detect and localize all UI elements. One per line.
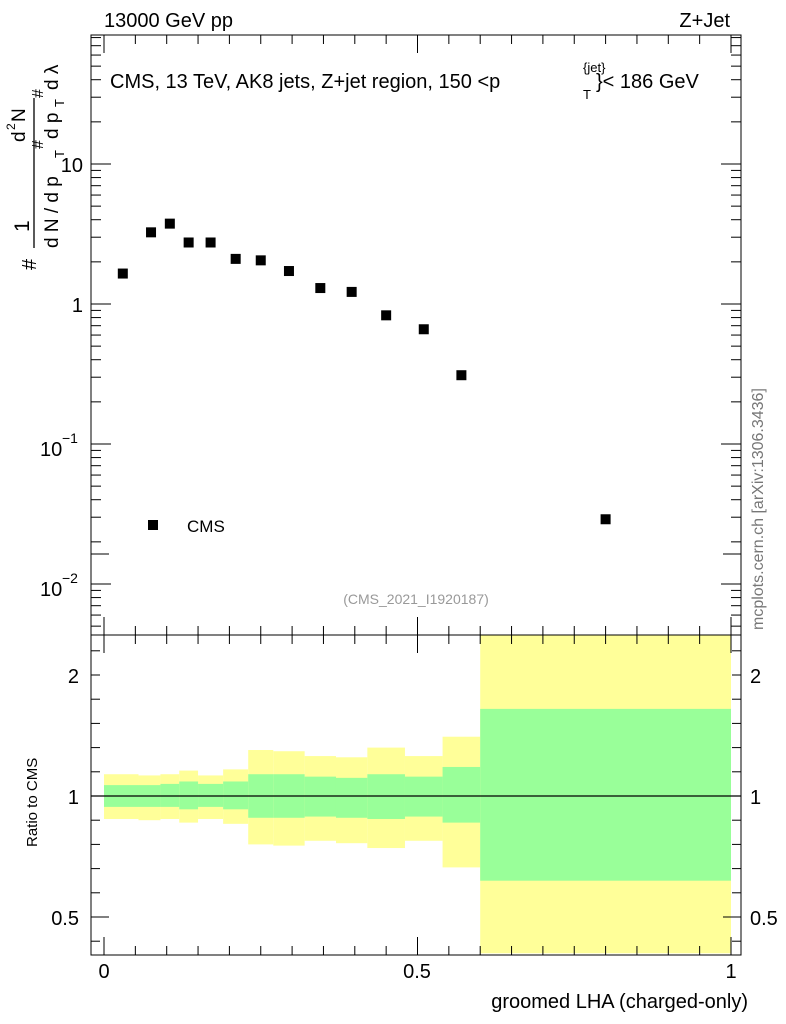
ytick-1e-1-exp: −1 (62, 430, 78, 446)
xtick-1: 1 (725, 961, 736, 983)
ylabel-dn-dpt: d N / d p (42, 176, 63, 248)
stat-uncertainty-band (179, 781, 199, 810)
data-point (183, 237, 194, 248)
stat-uncertainty-band (367, 774, 405, 819)
main-title: CMS, 13 TeV, AK8 jets, Z+jet region, 150… (110, 60, 700, 102)
ytick-10: 10 (61, 155, 83, 177)
legend: CMS (148, 517, 225, 536)
main-ylabel: # 1 d N / d p T # d 2 N d p T # d λ (4, 64, 67, 270)
data-point (418, 324, 429, 335)
stat-uncertainty-band (404, 776, 443, 817)
data-point (600, 514, 611, 525)
ytick-1e-2-base: 10 (40, 579, 62, 601)
xtick-0: 0 (98, 961, 109, 983)
ratio-panel-frame (90, 634, 742, 956)
ylabel-d: d (9, 131, 30, 142)
ytick-1e-2-exp: −2 (62, 570, 78, 586)
xtick-0.5: 0.5 (403, 961, 431, 983)
x-axis-title: groomed LHA (charged-only) (491, 991, 748, 1013)
stat-uncertainty-band (480, 708, 731, 881)
ylabel-n: N (9, 108, 30, 122)
stat-uncertainty-band (198, 783, 224, 807)
ratio-ytick-2-right: 2 (750, 666, 761, 688)
ylabel-dlambda: d λ (42, 64, 63, 90)
data-point (164, 218, 175, 229)
main-title-tail: }< 186 GeV (596, 71, 700, 93)
legend-marker (148, 520, 158, 530)
data-point (456, 370, 467, 381)
ylabel-sub-t-2: T (52, 99, 67, 107)
data-point (255, 255, 266, 266)
main-title-text: CMS, 13 TeV, AK8 jets, Z+jet region, 150… (110, 71, 500, 93)
ratio-ytick-0.5: 0.5 (51, 908, 79, 930)
ylabel-hash-3: # (30, 89, 47, 98)
ylabel-dp: d p (42, 113, 63, 139)
main-title-sub: T (583, 87, 591, 102)
ytick-1: 1 (72, 295, 83, 317)
stat-uncertainty-band (335, 777, 368, 818)
side-label: mcplots.cern.ch [arXiv:1306.3436] (750, 388, 767, 630)
stat-uncertainty-band (442, 766, 481, 823)
ytick-1e-2: 10 −2 (40, 570, 78, 601)
main-ticks (91, 35, 741, 635)
ylabel-one: 1 (11, 220, 34, 232)
ylabel-hash-1: # (19, 258, 41, 270)
data-point (146, 227, 157, 238)
ytick-1e-1-base: 10 (40, 439, 62, 461)
ratio-ticks (91, 553, 741, 955)
ylabel-sup-2: 2 (4, 123, 18, 130)
main-title-sup: {jet} (583, 60, 606, 75)
ylabel-sub-t-1: T (52, 150, 67, 158)
main-panel-frame (90, 34, 742, 636)
ratio-ytick-2: 2 (68, 666, 79, 688)
stat-uncertainty-band (160, 783, 180, 807)
ytick-1e-1: 10 −1 (40, 430, 78, 461)
stat-uncertainty-band (304, 776, 336, 817)
ratio-ytick-0.5-right: 0.5 (750, 908, 778, 930)
legend-label: CMS (187, 517, 225, 536)
stat-uncertainty-band (223, 781, 249, 810)
data-point (283, 266, 294, 277)
ratio-ytick-1-right: 1 (750, 787, 761, 809)
ratio-bands (104, 635, 731, 954)
analysis-watermark: (CMS_2021_I1920187) (343, 591, 489, 607)
ratio-ylabel: Ratio to CMS (24, 758, 41, 847)
data-point (230, 253, 241, 264)
ylabel-hash-2: # (30, 140, 47, 149)
data-point (346, 286, 357, 297)
header-left: 13000 GeV pp (104, 10, 233, 32)
data-point (117, 268, 128, 279)
data-point (315, 283, 326, 294)
data-point (381, 310, 392, 321)
data-point (205, 237, 216, 248)
header-right: Z+Jet (679, 10, 730, 32)
ratio-ytick-1: 1 (68, 787, 79, 809)
main-points (117, 218, 611, 525)
